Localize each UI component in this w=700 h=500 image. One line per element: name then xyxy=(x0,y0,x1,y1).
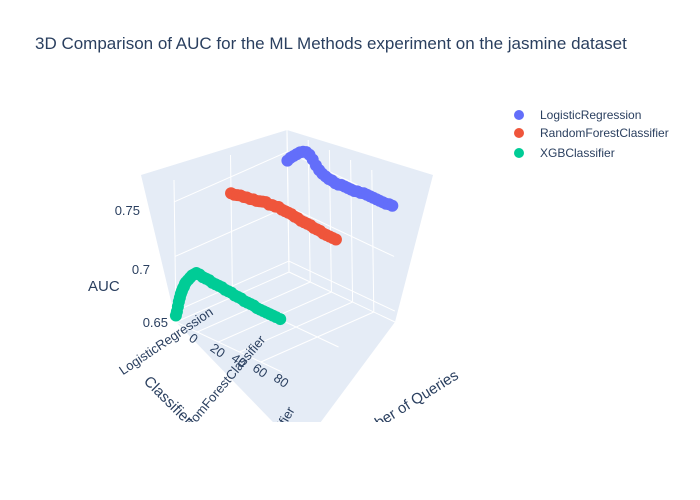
grid-line xyxy=(239,301,353,353)
y-tick-label: 80 xyxy=(271,370,291,391)
legend-item[interactable]: LogisticRegression xyxy=(514,108,641,122)
z-tick-label: 0.65 xyxy=(143,315,168,330)
x-axis-title: Classifier xyxy=(140,373,196,429)
data-point xyxy=(329,233,342,246)
z-tick-label: 0.7 xyxy=(132,262,150,277)
grid-line xyxy=(288,271,396,323)
legend-item[interactable]: XGBClassifier xyxy=(514,146,615,160)
y-axis-ticks: 020 40 60 80 xyxy=(186,330,291,391)
legend-item[interactable]: RandomForestClassifier xyxy=(514,126,669,140)
legend[interactable]: LogisticRegression RandomForestClassifie… xyxy=(514,108,669,160)
grid-line xyxy=(175,321,283,373)
legend-label: RandomForestClassifier xyxy=(540,126,669,140)
y-tick-label: 40 xyxy=(229,350,249,371)
data-point xyxy=(386,199,399,212)
grid-line xyxy=(287,206,395,257)
grid-line xyxy=(175,260,290,312)
grid-lines xyxy=(173,129,396,373)
grid-line xyxy=(174,151,288,203)
y-tick-label: 20 xyxy=(207,340,227,361)
grid-line xyxy=(260,311,375,363)
z-axis-title: AUC xyxy=(88,278,120,295)
legend-marker xyxy=(514,128,524,138)
y-axis-title: Number of Queries xyxy=(345,367,461,449)
y-tick-label: 60 xyxy=(250,360,270,381)
floor xyxy=(176,272,395,422)
data-point xyxy=(274,313,287,326)
z-axis-ticks: 0.75 0.7 0.65 xyxy=(115,203,168,330)
grid-line xyxy=(230,154,233,298)
left-wall xyxy=(141,130,289,322)
grid-line xyxy=(174,206,289,257)
grid-line xyxy=(288,260,396,312)
data-markers xyxy=(169,145,399,326)
legend-marker xyxy=(514,110,524,120)
z-tick-label: 0.75 xyxy=(115,203,140,218)
legend-marker xyxy=(514,148,524,158)
legend-label: XGBClassifier xyxy=(540,146,615,160)
legend-label: LogisticRegression xyxy=(540,108,641,122)
chart-title: 3D Comparison of AUC for the ML Methods … xyxy=(35,34,627,53)
